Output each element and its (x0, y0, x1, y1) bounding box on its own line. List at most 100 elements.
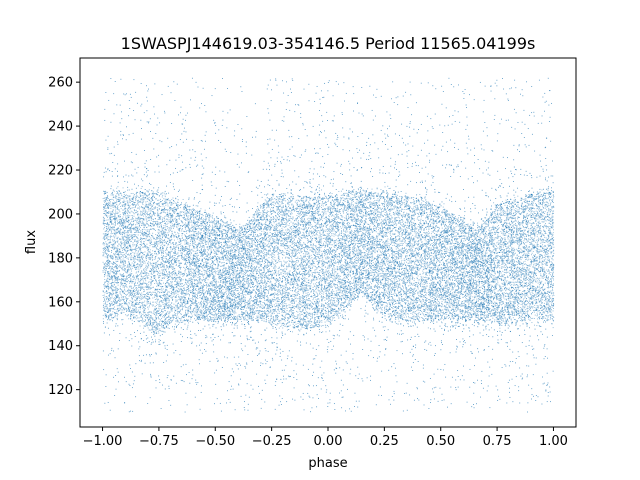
data-point (321, 234, 322, 235)
data-point (532, 301, 533, 302)
data-point (248, 257, 249, 258)
data-point (453, 282, 454, 283)
data-point (456, 253, 457, 254)
data-point (214, 300, 215, 301)
data-point (104, 288, 105, 289)
data-point (132, 252, 133, 253)
data-point (497, 278, 498, 279)
data-point (388, 276, 389, 277)
data-point (145, 314, 146, 315)
data-point (531, 260, 532, 261)
data-point (461, 239, 462, 240)
data-point (364, 200, 365, 201)
data-point (503, 321, 504, 322)
data-point (243, 280, 244, 281)
data-point (261, 216, 262, 217)
data-point (245, 299, 246, 300)
data-point (399, 200, 400, 201)
data-point (297, 211, 298, 212)
data-point (305, 201, 306, 202)
data-point (327, 302, 328, 303)
data-point (368, 252, 369, 253)
data-point (151, 244, 152, 245)
data-point (345, 297, 346, 298)
data-point (413, 302, 414, 303)
data-point (378, 216, 379, 217)
data-point (146, 283, 147, 284)
data-point (423, 220, 424, 221)
data-point (290, 296, 291, 297)
data-point (313, 289, 314, 290)
data-point (129, 303, 130, 304)
data-point (210, 318, 211, 319)
data-point (174, 219, 175, 220)
data-point (352, 277, 353, 278)
data-point (489, 282, 490, 283)
data-point (415, 308, 416, 309)
data-point (529, 239, 530, 240)
data-point (296, 235, 297, 236)
data-point (548, 210, 549, 211)
data-point (140, 309, 141, 310)
data-point (166, 302, 167, 303)
data-point (521, 272, 522, 273)
data-point (368, 294, 369, 295)
data-point (512, 270, 513, 271)
data-point (121, 309, 122, 310)
data-point (166, 297, 167, 298)
data-point (351, 239, 352, 240)
data-point (347, 307, 348, 308)
data-point (532, 237, 533, 238)
data-point (256, 279, 257, 280)
data-point (269, 275, 270, 276)
data-point (464, 245, 465, 246)
data-point (165, 230, 166, 231)
data-point (215, 225, 216, 226)
data-point (342, 221, 343, 222)
data-point (412, 228, 413, 229)
data-point (344, 209, 345, 210)
data-point (163, 252, 164, 253)
data-point (504, 255, 505, 256)
data-point (195, 295, 196, 296)
data-point (164, 207, 165, 208)
data-point (176, 243, 177, 244)
data-point (371, 193, 372, 194)
data-point (419, 231, 420, 232)
data-point (489, 244, 490, 245)
data-point (121, 244, 122, 245)
data-point (504, 237, 505, 238)
data-point (216, 287, 217, 288)
data-point (507, 318, 508, 319)
data-point (306, 246, 307, 247)
data-point (226, 278, 227, 279)
data-point (429, 254, 430, 255)
data-point (165, 256, 166, 257)
data-point (513, 254, 514, 255)
data-point (275, 315, 276, 316)
data-point (262, 275, 263, 276)
data-point (371, 297, 372, 298)
data-point (231, 233, 232, 234)
data-point (347, 207, 348, 208)
data-point (276, 263, 277, 264)
data-point (199, 288, 200, 289)
data-point (217, 238, 218, 239)
data-point (267, 204, 268, 205)
data-point (470, 224, 471, 225)
data-point (500, 256, 501, 257)
data-point (510, 214, 511, 215)
data-point (527, 306, 528, 307)
data-point (300, 297, 301, 298)
data-point (145, 257, 146, 258)
data-point (263, 258, 264, 259)
data-point (301, 209, 302, 210)
data-point (225, 311, 226, 312)
data-point (506, 305, 507, 306)
data-point (115, 287, 116, 288)
data-point (211, 308, 212, 309)
data-point (485, 308, 486, 309)
data-point (244, 244, 245, 245)
data-point (375, 303, 376, 304)
data-point (413, 247, 414, 248)
